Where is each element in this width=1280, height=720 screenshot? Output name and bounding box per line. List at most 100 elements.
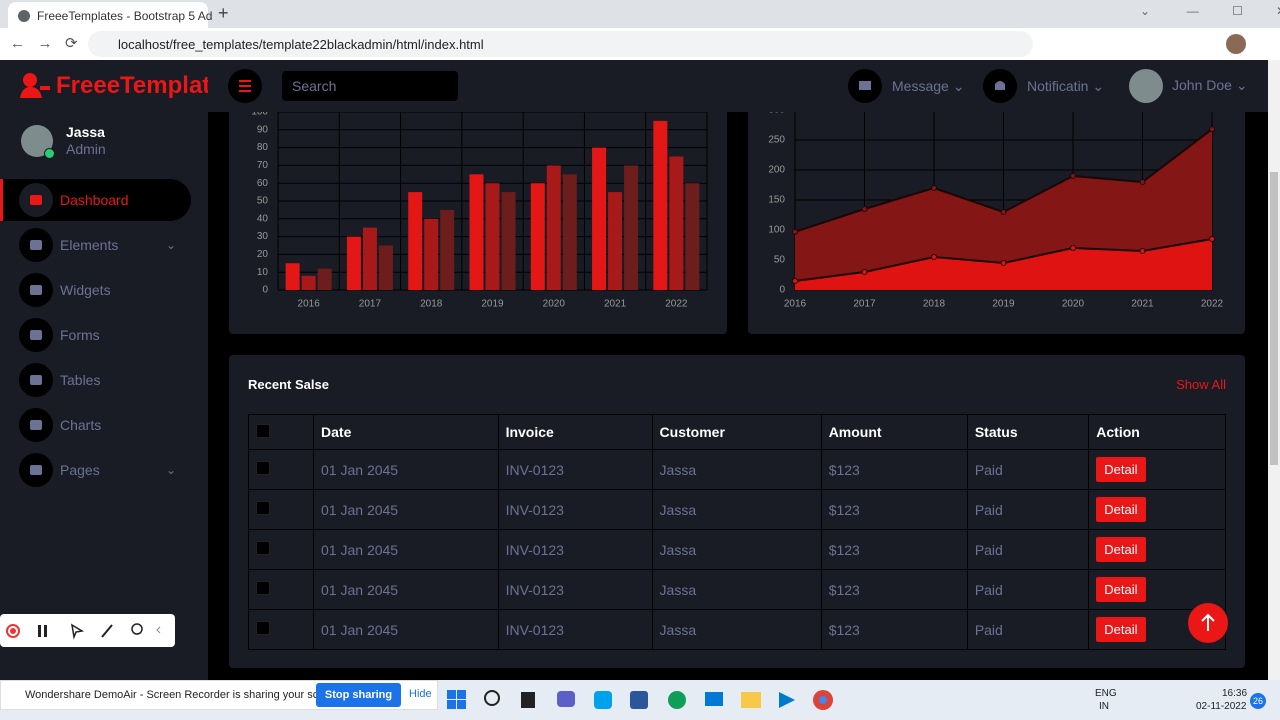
point [1209, 236, 1215, 242]
sidebar-toggle[interactable] [228, 69, 262, 103]
area-chart: 0 50 100 150 200 250 300 2016 2017 2018 2019 2020 20… [768, 112, 1224, 310]
y-tick-label: 300 [768, 112, 785, 116]
detail-button[interactable]: Detail [1096, 457, 1146, 482]
content: 0 10 20 30 40 50 60 70 80 90 100 2016 2017 2018 2019 20… [208, 112, 1268, 680]
bar [546, 165, 561, 290]
menu-item[interactable]: Pages ⌄ [0, 449, 188, 491]
bar [301, 275, 316, 290]
x-tick-label: 2018 [420, 299, 443, 310]
menu-label: Charts [60, 417, 102, 433]
url: localhost/free_templates/template22black… [118, 37, 484, 52]
message-icon[interactable] [848, 69, 882, 103]
search-input[interactable]: Search [282, 71, 458, 101]
y-tick-label: 60 [257, 178, 269, 189]
search-placeholder: Search [292, 78, 337, 94]
user-menu[interactable]: John Doe ⌄ [1172, 77, 1248, 93]
nav-buttons[interactable]: ← → ⟳ [10, 35, 78, 52]
bar [424, 218, 439, 290]
table-cell: 01 Jan 2045 [313, 529, 499, 570]
profile-avatar[interactable] [1226, 34, 1246, 54]
x-tick-label: 2017 [359, 299, 382, 310]
checkbox-cell [247, 489, 315, 530]
clock-time[interactable]: 16:36 [1222, 688, 1248, 699]
menu-icon [19, 228, 53, 262]
new-tab[interactable]: + [218, 3, 229, 23]
checkbox-cell [247, 609, 315, 650]
table-cell: Paid [966, 609, 1090, 650]
menu-item[interactable]: Tables [0, 359, 188, 401]
table-cell: INV-0123 [497, 569, 653, 610]
taskbar-apps[interactable] [445, 686, 845, 714]
show-all-link[interactable]: Show All [1176, 377, 1226, 392]
scrollbar[interactable] [1268, 60, 1280, 680]
notification-link[interactable]: Notificatin ⌄ [1027, 78, 1105, 94]
menu-item[interactable]: Forms [0, 314, 188, 356]
user-avatar[interactable] [1129, 69, 1163, 103]
checkbox[interactable] [256, 541, 270, 555]
detail-button[interactable]: Detail [1096, 617, 1146, 642]
point [1000, 260, 1007, 266]
point [1070, 245, 1076, 251]
tab-bar: FreeeTemplates - Bootstrap 5 Ad + ⌄ ― ☐ … [0, 0, 1280, 28]
menu-item[interactable]: Elements ⌄ [0, 224, 188, 266]
notification-label: Notificatin [1027, 78, 1089, 94]
brand[interactable]: FreeeTemplate [56, 72, 208, 99]
detail-button[interactable]: Detail [1096, 577, 1146, 602]
table-cell: $123 [820, 489, 968, 530]
clock-date[interactable]: 02-11-2022 [1196, 701, 1247, 712]
x-tick-label: 2022 [1201, 299, 1224, 310]
table-cell: $123 [820, 529, 968, 570]
bar [378, 245, 393, 290]
bar [469, 174, 484, 290]
point [931, 185, 937, 191]
back-to-top[interactable] [1188, 603, 1228, 643]
point [1139, 248, 1146, 254]
detail-button[interactable]: Detail [1096, 497, 1146, 522]
bar [653, 120, 668, 291]
notification-icon[interactable] [983, 69, 1017, 103]
menu-item[interactable]: Charts [0, 404, 188, 446]
checkbox[interactable] [256, 501, 270, 515]
url-box[interactable]: localhost/free_templates/template22black… [88, 31, 1033, 57]
active-tab[interactable]: FreeeTemplates - Bootstrap 5 Ad [8, 2, 212, 28]
menu-item[interactable]: Dashboard [0, 179, 191, 221]
scroll-thumb[interactable] [1270, 172, 1278, 465]
checkbox[interactable] [256, 581, 270, 595]
region[interactable]: IN [1099, 701, 1109, 712]
column-header: Amount [820, 414, 968, 450]
hide-button[interactable]: Hide [409, 688, 432, 700]
sidebar: Jassa Admin Dashboard Elements ⌄ Widgets For… [0, 112, 208, 680]
table-cell: $123 [820, 609, 968, 650]
table-cell: Paid [966, 529, 1090, 570]
stop-sharing-button[interactable]: Stop sharing [316, 683, 401, 707]
language[interactable]: ENG [1095, 688, 1117, 699]
menu-icon [19, 273, 53, 307]
x-tick-label: 2017 [853, 299, 876, 310]
point [792, 278, 798, 284]
bar [685, 183, 700, 290]
menu-icon [19, 318, 53, 352]
checkbox[interactable] [256, 423, 270, 438]
column-header: Customer [651, 414, 822, 450]
menu-icon [19, 408, 53, 442]
x-tick-label: 2019 [992, 299, 1015, 310]
notification-badge[interactable]: 26 [1250, 693, 1266, 709]
window-controls[interactable]: ⌄ ― ☐ ✕ [1140, 4, 1280, 18]
table-cell: Jassa [651, 489, 822, 530]
table-row: 01 Jan 2045 INV-0123 Jassa $123 Paid Detail [247, 609, 1226, 650]
message-link[interactable]: Message ⌄ [892, 78, 965, 94]
table-cell: 01 Jan 2045 [313, 489, 499, 530]
y-tick-label: 70 [257, 160, 269, 171]
column-header: Invoice [497, 414, 653, 450]
y-tick-label: 30 [257, 231, 269, 242]
y-tick-label: 150 [768, 195, 785, 206]
detail-button[interactable]: Detail [1096, 537, 1146, 562]
checkbox[interactable] [256, 621, 270, 635]
menu-item[interactable]: Widgets [0, 269, 188, 311]
y-tick-label: 10 [257, 267, 269, 278]
action-cell: Detail [1088, 529, 1226, 570]
point [931, 254, 937, 260]
bar [285, 263, 300, 290]
checkbox[interactable] [256, 461, 270, 475]
